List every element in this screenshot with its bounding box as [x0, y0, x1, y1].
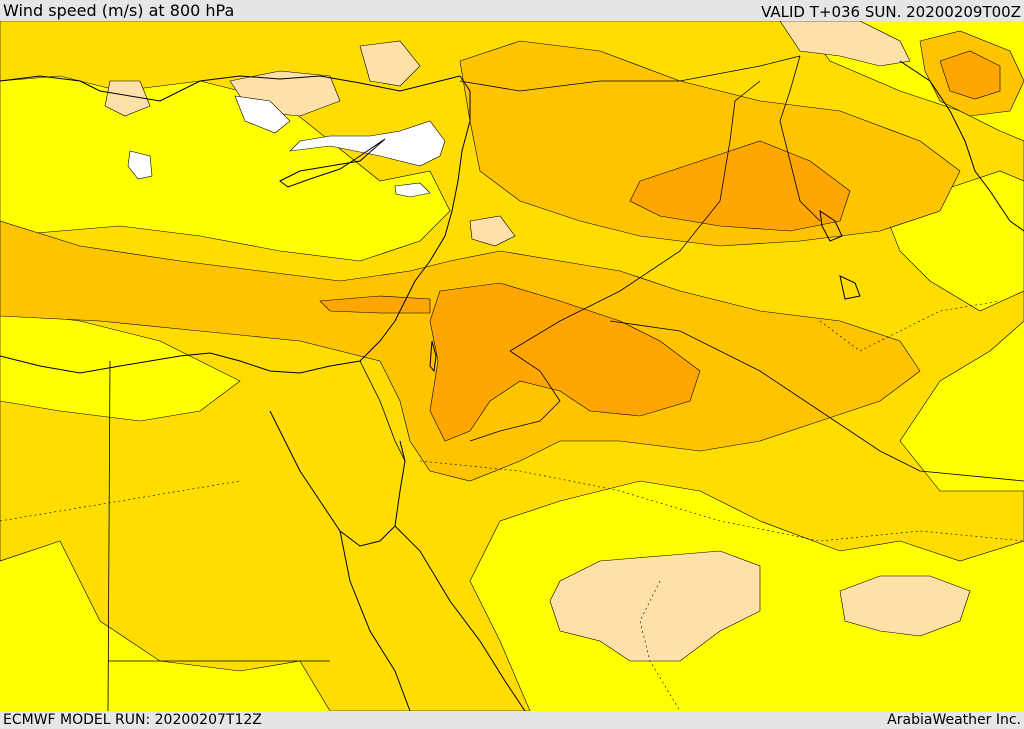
field-band-still-3: [127, 150, 153, 180]
coastline-persian-gulf: [819, 209, 861, 300]
header-bar: Wind speed (m/s) at 800 hPa VALID T+036 …: [0, 0, 1024, 21]
field-band-calm-7: [469, 215, 516, 247]
model-run: ECMWF MODEL RUN: 20200207T12Z: [3, 712, 262, 728]
border-dotted-2: [639, 580, 681, 711]
coastline-north-africa: [0, 75, 471, 374]
coastline-red-sea-east: [394, 525, 526, 711]
field-band-core-1: [429, 282, 701, 442]
wind-speed-map: [0, 21, 1024, 711]
border-turkey-syria: [459, 55, 801, 92]
border-jordan-saudi: [469, 350, 561, 442]
border-sinai: [359, 360, 406, 462]
field-band-core-2: [629, 140, 851, 232]
map-canvas: [0, 21, 1024, 711]
field-band-calm-1: [549, 550, 761, 662]
credit: ArabiaWeather Inc.: [887, 712, 1021, 728]
coastline-gulf-suez: [269, 410, 406, 547]
field-band-core-3: [319, 295, 431, 314]
border-saudi-interior: [419, 460, 1024, 542]
field-band-calm-3: [779, 21, 911, 67]
coastline-anatolia: [0, 75, 461, 102]
coastline-northeast: [899, 60, 1024, 232]
border-iran-iraq: [779, 55, 821, 222]
field-band-still-2: [289, 120, 446, 167]
footer-bar: ECMWF MODEL RUN: 20200207T12Z ArabiaWeat…: [0, 711, 1024, 729]
field-band-core-4: [939, 50, 1001, 100]
map-title: Wind speed (m/s) at 800 hPa: [3, 1, 235, 20]
field-band-calm-2: [839, 575, 971, 637]
border-egypt-libya: [107, 360, 111, 711]
valid-time: VALID T+036 SUN. 20200209T00Z: [761, 3, 1021, 21]
field-band-still-1: [234, 95, 291, 134]
border-iraq-saudi: [609, 320, 1024, 482]
field-band-calm-5: [359, 40, 421, 87]
field-band-gap-1: [0, 75, 451, 262]
coastline-red-sea-west: [339, 530, 411, 711]
border-syria-iraq: [509, 80, 761, 352]
field-band-calm-6: [104, 80, 151, 117]
field-band-still-4: [394, 182, 431, 198]
coastline-cyprus: [279, 138, 386, 188]
border-dotted-1: [0, 480, 241, 522]
coastline-dead-sea: [429, 340, 437, 373]
